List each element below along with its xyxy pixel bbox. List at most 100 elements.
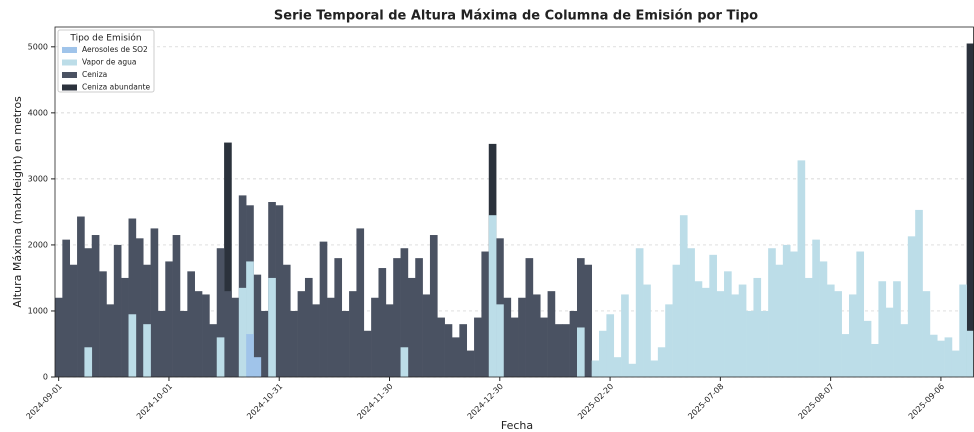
bar bbox=[878, 281, 887, 377]
bar bbox=[466, 350, 475, 377]
bar bbox=[143, 264, 151, 377]
chart-title: Serie Temporal de Altura Máxima de Colum… bbox=[274, 9, 758, 24]
y-tick-label: 5000 bbox=[28, 42, 48, 51]
bar bbox=[907, 236, 916, 377]
legend-swatch bbox=[62, 72, 77, 78]
bar bbox=[319, 241, 328, 377]
bar bbox=[459, 324, 468, 377]
legend-box bbox=[57, 29, 155, 93]
bar bbox=[782, 244, 791, 377]
x-tick-label: 2024-12-30 bbox=[466, 382, 505, 421]
bar bbox=[665, 304, 673, 377]
bar bbox=[84, 347, 93, 377]
bar bbox=[179, 310, 188, 377]
bar bbox=[356, 228, 365, 377]
bar bbox=[716, 291, 725, 377]
bar bbox=[959, 284, 967, 377]
bar bbox=[231, 297, 240, 377]
legend-label: Vapor de agua bbox=[82, 58, 136, 67]
bar bbox=[944, 337, 953, 377]
y-tick-label: 2000 bbox=[28, 240, 48, 249]
bar bbox=[216, 248, 225, 377]
bar bbox=[55, 297, 63, 377]
bar bbox=[709, 254, 717, 377]
x-tick-label: 2024-09-01 bbox=[25, 382, 64, 421]
bar bbox=[99, 271, 107, 377]
bar bbox=[856, 251, 865, 377]
bar bbox=[165, 261, 173, 377]
bar bbox=[260, 310, 269, 377]
bar bbox=[746, 310, 754, 377]
y-tick-label: 0 bbox=[43, 373, 48, 382]
legend-label: Ceniza bbox=[82, 70, 107, 79]
bar bbox=[209, 324, 218, 377]
bar bbox=[701, 287, 710, 377]
bar bbox=[304, 277, 313, 377]
bar bbox=[121, 277, 129, 377]
bar bbox=[224, 291, 232, 377]
legend-title: Tipo de Emisión bbox=[69, 33, 141, 44]
bar bbox=[128, 218, 137, 377]
legend-swatch bbox=[62, 47, 77, 53]
bar bbox=[510, 317, 519, 377]
bar bbox=[363, 330, 372, 377]
x-tick-label: 2024-10-31 bbox=[245, 382, 284, 421]
bar bbox=[797, 160, 806, 377]
bar bbox=[966, 43, 974, 378]
bar bbox=[694, 281, 703, 377]
bar bbox=[650, 360, 659, 377]
bar bbox=[172, 235, 181, 377]
x-tick-label: 2025-02-20 bbox=[576, 382, 615, 421]
bar bbox=[672, 264, 681, 377]
bar bbox=[349, 291, 357, 377]
bar bbox=[143, 324, 151, 377]
bar bbox=[216, 337, 225, 377]
bar bbox=[415, 258, 423, 377]
bar bbox=[474, 317, 482, 377]
x-tick-label: 2024-11-30 bbox=[355, 382, 394, 421]
y-tick-label: 4000 bbox=[28, 108, 48, 117]
bar bbox=[297, 291, 306, 377]
bar bbox=[202, 294, 210, 377]
bar bbox=[922, 291, 931, 377]
bar bbox=[444, 324, 453, 377]
bar bbox=[393, 258, 401, 377]
bar bbox=[562, 324, 570, 377]
bar bbox=[532, 294, 541, 377]
bar bbox=[496, 304, 504, 377]
bar bbox=[128, 314, 137, 377]
bar bbox=[525, 258, 534, 377]
bar bbox=[275, 205, 284, 377]
bar bbox=[576, 327, 585, 377]
y-tick-label: 1000 bbox=[28, 306, 48, 315]
bar bbox=[900, 324, 909, 377]
bar bbox=[591, 360, 600, 377]
x-tick-label: 2025-08-07 bbox=[797, 382, 836, 421]
bar bbox=[599, 330, 607, 377]
bar bbox=[113, 244, 122, 377]
bar bbox=[621, 294, 629, 377]
bar bbox=[819, 261, 828, 377]
bar bbox=[951, 350, 960, 377]
bar bbox=[327, 297, 335, 377]
bar bbox=[871, 343, 879, 377]
bar bbox=[157, 310, 166, 377]
bar bbox=[238, 287, 247, 377]
bar bbox=[768, 248, 776, 377]
bar bbox=[547, 291, 556, 377]
bar bbox=[679, 215, 688, 377]
bar bbox=[378, 268, 387, 377]
bar bbox=[282, 264, 291, 377]
bar bbox=[290, 310, 298, 377]
bar bbox=[84, 248, 93, 377]
bar bbox=[135, 238, 144, 377]
bar bbox=[429, 235, 438, 377]
bar bbox=[77, 216, 85, 377]
bar bbox=[885, 307, 894, 377]
bar bbox=[371, 297, 379, 377]
bar bbox=[687, 248, 695, 377]
bar bbox=[268, 277, 276, 377]
bar bbox=[738, 284, 747, 377]
